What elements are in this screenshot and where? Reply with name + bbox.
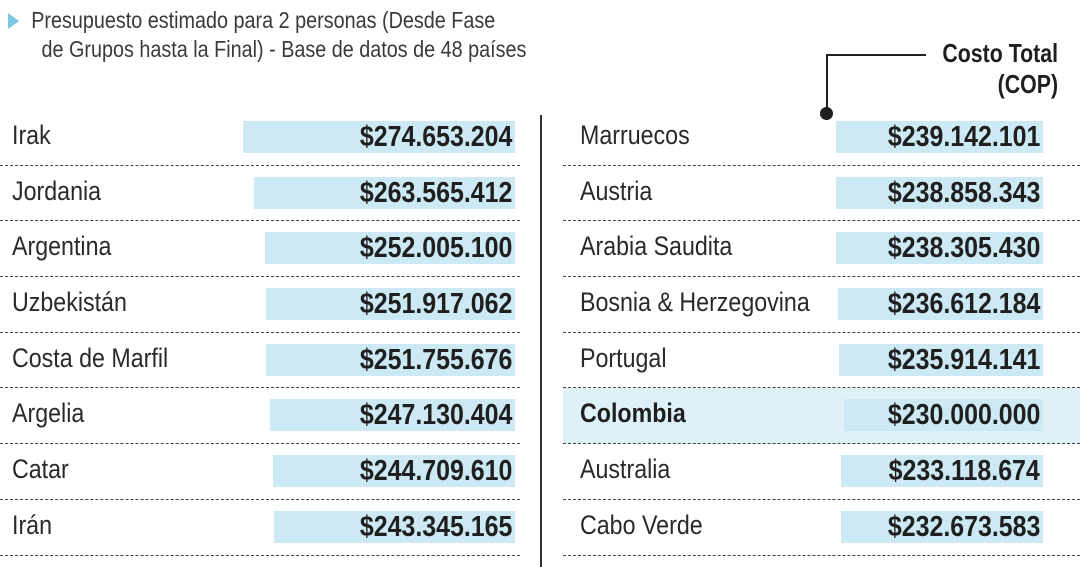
table-row: Colombia $230.000.000: [563, 388, 1080, 445]
subtitle-line-2: de Grupos hasta la Final) - Base de dato…: [41, 36, 527, 62]
country-name: Marruecos: [580, 120, 690, 150]
table-row: Portugal $235.914.141: [563, 333, 1080, 389]
country-name: Portugal: [580, 342, 667, 373]
country-name: Australia: [580, 454, 671, 485]
cost-value-label: $244.709.610: [359, 455, 512, 488]
country-name: Austria: [580, 175, 653, 206]
cost-value-label: $233.118.674: [888, 455, 1040, 488]
cost-value-label: $252.005.100: [359, 232, 512, 265]
cost-value-label: $251.917.062: [359, 288, 512, 321]
table-row: Irán $243.345.165: [0, 500, 520, 556]
table-row: Irak $274.653.204: [0, 110, 520, 166]
chart-subtitle: Presupuesto estimado para 2 personas (De…: [8, 6, 541, 64]
country-name: Costa de Marfil: [12, 342, 169, 373]
cost-bar: [265, 232, 515, 265]
table-row: Catar $244.709.610: [0, 444, 520, 500]
legend-unit: (COP): [997, 69, 1058, 99]
country-name: Argelia: [12, 398, 85, 429]
cost-bar: [836, 176, 1043, 209]
country-name: Colombia: [580, 398, 686, 429]
cost-bar: [841, 510, 1043, 543]
cost-bar: [274, 510, 515, 543]
triangle-bullet-icon: [8, 13, 20, 29]
country-name: Catar: [12, 454, 69, 485]
country-name: Arabia Saudita: [580, 231, 733, 262]
subtitle-line-1: Presupuesto estimado para 2 personas (De…: [31, 7, 496, 33]
table-row: Austria $238.858.343: [563, 166, 1080, 222]
cost-value-label: $236.612.184: [887, 288, 1040, 321]
cost-value-label: $243.345.165: [359, 510, 512, 543]
cost-value-label: $247.130.404: [359, 399, 512, 432]
table-row: Cabo Verde $232.673.583: [563, 500, 1080, 556]
cost-value-label: $239.142.101: [887, 121, 1040, 153]
cost-bar: [839, 343, 1043, 376]
table-row: Bosnia & Herzegovina $236.612.184: [563, 277, 1080, 333]
cost-value-label: $235.914.141: [887, 343, 1040, 376]
country-name: Jordania: [12, 175, 102, 206]
country-name: Irán: [12, 509, 53, 540]
cost-bar: [270, 399, 515, 432]
column-divider: [540, 115, 542, 567]
table-row: Arabia Saudita $238.305.430: [563, 221, 1080, 278]
left-column: Irak $274.653.204 Jordania $263.565.412 Arge…: [0, 110, 520, 556]
right-column: Marruecos $239.142.101 Austria $238.858.343…: [563, 110, 1080, 556]
cost-value-label: $238.858.343: [887, 176, 1040, 209]
cost-value-label: $263.565.412: [359, 176, 512, 209]
country-name: Cabo Verde: [580, 509, 703, 540]
cost-value-label: $274.653.204: [359, 121, 512, 153]
cost-bar: [266, 288, 515, 321]
table-row: Jordania $263.565.412: [0, 166, 520, 222]
country-name: Uzbekistán: [12, 287, 127, 318]
cost-value-label: $230.000.000: [887, 399, 1040, 432]
cost-value-label: $232.673.583: [887, 510, 1040, 543]
cost-bar: [841, 455, 1043, 488]
country-name: Irak: [12, 120, 51, 150]
table-row: Argelia $247.130.404: [0, 388, 520, 445]
table-row: Costa de Marfil $251.755.676: [0, 333, 520, 389]
table-row: Australia $233.118.674: [563, 444, 1080, 500]
cost-value-label: $251.755.676: [359, 343, 512, 376]
cost-bar: [273, 455, 515, 488]
value-legend: Costo Total (COP): [942, 38, 1058, 100]
cost-bar: [254, 176, 515, 209]
table-row: Uzbekistán $251.917.062: [0, 277, 520, 333]
cost-bar: [838, 288, 1043, 321]
cost-value-label: $238.305.430: [887, 232, 1040, 265]
table-row: Argentina $252.005.100: [0, 221, 520, 278]
country-name: Bosnia & Herzegovina: [580, 287, 810, 318]
country-name: Argentina: [12, 231, 112, 262]
cost-bar: [836, 232, 1043, 265]
cost-bar: [266, 343, 515, 376]
legend-leader-line-vertical: [826, 54, 828, 110]
legend-leader-dot: [820, 107, 833, 120]
cost-bar: [844, 399, 1043, 432]
cost-bar: [836, 121, 1043, 153]
legend-leader-line: [826, 54, 926, 56]
cost-bar: [243, 121, 515, 153]
table-row: Marruecos $239.142.101: [563, 110, 1080, 166]
legend-title: Costo Total: [942, 38, 1058, 68]
